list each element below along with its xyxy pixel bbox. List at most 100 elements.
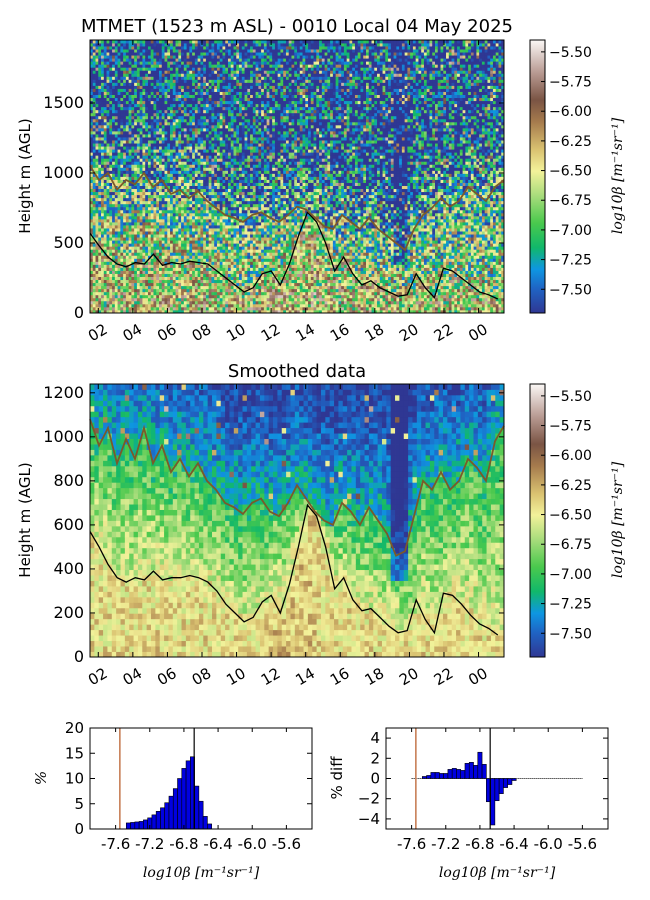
heatmap-cell bbox=[147, 209, 152, 214]
heatmap-cell bbox=[192, 225, 196, 229]
heatmap-cell bbox=[139, 140, 143, 144]
heatmap-cell bbox=[150, 188, 154, 193]
heatmap-cell bbox=[189, 134, 193, 138]
heatmap-cell bbox=[208, 58, 212, 62]
heatmap-cell bbox=[214, 273, 218, 277]
heatmap-cell bbox=[167, 170, 171, 174]
heatmap-cell bbox=[98, 64, 102, 68]
heatmap-cell bbox=[112, 73, 116, 77]
heatmap-cell bbox=[200, 243, 204, 247]
heatmap-cell bbox=[183, 237, 187, 241]
heatmap-cell bbox=[120, 279, 124, 284]
heatmap-cell bbox=[170, 40, 174, 44]
heatmap-cell bbox=[214, 258, 218, 262]
heatmap-cell bbox=[131, 294, 135, 299]
heatmap-cell bbox=[164, 191, 168, 196]
heatmap-cell bbox=[139, 161, 143, 165]
heatmap-cell bbox=[98, 218, 102, 223]
heatmap-cell bbox=[186, 309, 190, 314]
heatmap-cell bbox=[101, 152, 105, 156]
heatmap-cell bbox=[114, 237, 118, 241]
heatmap-cell bbox=[183, 118, 187, 123]
heatmap-cell bbox=[230, 209, 234, 214]
heatmap-cell bbox=[103, 100, 107, 105]
heatmap-cell bbox=[101, 228, 105, 232]
heatmap-cell bbox=[112, 237, 116, 241]
heatmap-cell bbox=[167, 149, 171, 153]
heatmap-cell bbox=[194, 131, 199, 135]
heatmap-cell bbox=[203, 309, 207, 314]
heatmap-cell bbox=[189, 215, 193, 220]
heatmap-cell bbox=[90, 112, 94, 117]
heatmap-cell bbox=[225, 170, 229, 174]
heatmap-cell bbox=[128, 149, 132, 153]
heatmap-cell bbox=[125, 243, 130, 247]
heatmap-cell bbox=[203, 152, 207, 156]
heatmap-cell bbox=[167, 270, 171, 274]
heatmap-cell bbox=[197, 64, 201, 68]
heatmap-cell bbox=[103, 170, 107, 174]
heatmap-cell bbox=[219, 46, 223, 50]
heatmap-cell bbox=[150, 106, 154, 111]
heatmap-cell bbox=[156, 252, 160, 256]
heatmap-cell bbox=[208, 288, 212, 293]
heatmap-cell bbox=[241, 285, 245, 290]
heatmap-cell bbox=[112, 64, 116, 68]
heatmap-cell bbox=[208, 61, 212, 65]
heatmap-cell bbox=[208, 106, 212, 111]
heatmap-cell bbox=[125, 58, 130, 62]
heatmap-cell bbox=[189, 100, 193, 105]
heatmap-cell bbox=[192, 127, 196, 132]
heatmap-cell bbox=[112, 270, 116, 274]
heatmap-cell bbox=[230, 46, 234, 50]
heatmap-cell bbox=[134, 191, 138, 196]
heatmap-cell bbox=[150, 222, 154, 226]
heatmap-cell bbox=[172, 243, 176, 247]
heatmap-cell bbox=[103, 191, 107, 196]
heatmap-cell bbox=[123, 161, 127, 165]
heatmap-cell bbox=[236, 200, 240, 205]
heatmap-cell bbox=[161, 270, 165, 274]
heatmap-cell bbox=[175, 228, 179, 232]
heatmap-cell bbox=[239, 52, 243, 56]
heatmap-cell bbox=[136, 82, 141, 86]
heatmap-cell bbox=[120, 76, 124, 80]
heatmap-cell bbox=[98, 270, 102, 274]
heatmap-cell bbox=[186, 288, 190, 293]
heatmap-cell bbox=[236, 167, 240, 171]
heatmap-cell bbox=[120, 246, 124, 250]
heatmap-cell bbox=[159, 209, 163, 214]
heatmap-cell bbox=[109, 164, 113, 168]
heatmap-cell bbox=[175, 231, 179, 235]
heatmap-cell bbox=[236, 273, 240, 277]
heatmap-cell bbox=[112, 200, 116, 205]
heatmap-cell bbox=[103, 306, 107, 311]
heatmap-cell bbox=[136, 303, 141, 308]
heatmap-cell bbox=[200, 167, 204, 171]
heatmap-cell bbox=[136, 206, 141, 211]
heatmap-cell bbox=[222, 94, 226, 99]
heatmap-cell bbox=[156, 91, 160, 95]
heatmap-cell bbox=[147, 73, 152, 77]
heatmap-cell bbox=[197, 88, 201, 92]
heatmap-cell bbox=[106, 222, 110, 226]
heatmap-cell bbox=[142, 91, 146, 95]
heatmap-cell bbox=[170, 285, 174, 290]
heatmap-cell bbox=[175, 134, 179, 138]
heatmap-cell bbox=[194, 100, 199, 105]
heatmap-cell bbox=[123, 55, 127, 59]
heatmap-cell bbox=[236, 155, 240, 159]
heatmap-cell bbox=[147, 212, 152, 217]
heatmap-cell bbox=[241, 225, 245, 229]
heatmap-cell bbox=[150, 164, 154, 168]
heatmap-cell bbox=[222, 276, 226, 281]
heatmap-cell bbox=[92, 297, 96, 302]
heatmap-cell bbox=[230, 179, 234, 183]
heatmap-cell bbox=[92, 270, 96, 274]
heatmap-cell bbox=[101, 282, 105, 287]
heatmap-cell bbox=[203, 106, 207, 111]
heatmap-cell bbox=[123, 218, 127, 223]
heatmap-cell bbox=[219, 137, 223, 141]
heatmap-cell bbox=[194, 173, 199, 177]
heatmap-cell bbox=[216, 106, 221, 111]
